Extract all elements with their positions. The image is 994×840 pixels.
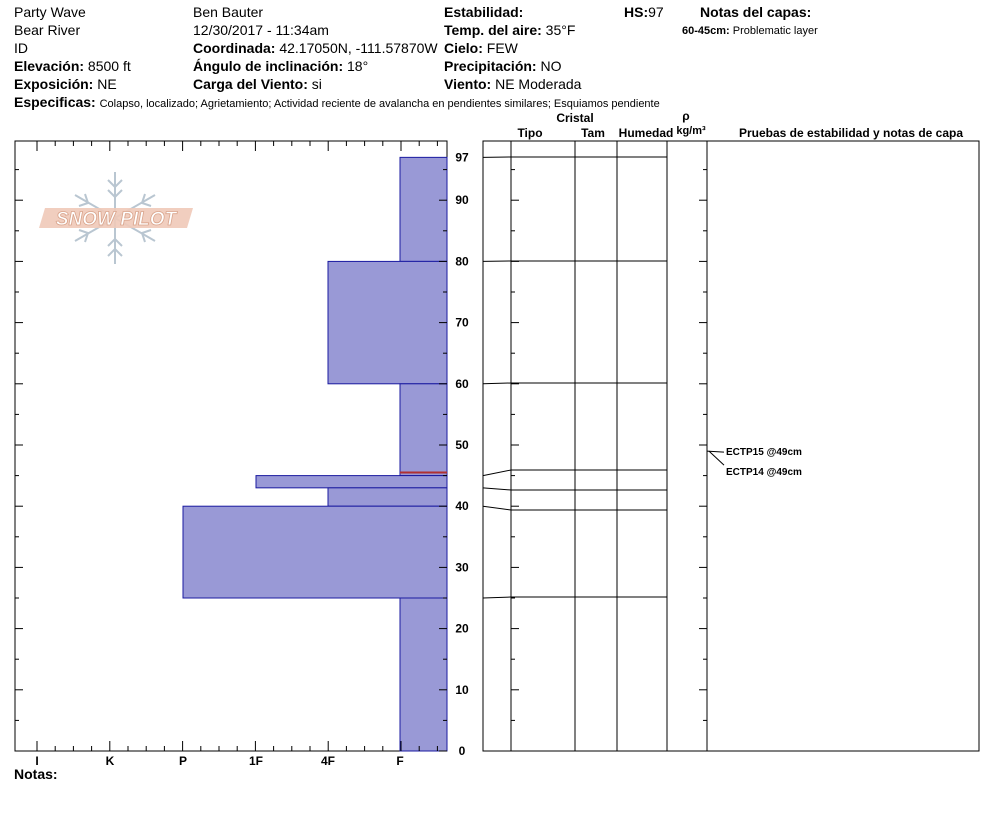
- test-label-1: ECTP15 @49cm: [726, 447, 802, 458]
- test-arrow-2: [708, 450, 725, 466]
- sky: Cielo: FEW: [444, 40, 518, 56]
- hardness-bar-0: [399, 156, 448, 262]
- header-humedad: Humedad: [619, 126, 674, 140]
- elevation: Elevación: 8500 ft: [14, 58, 131, 74]
- snow-height: HS:97: [624, 4, 664, 20]
- wind: Viento: NE Moderada: [444, 76, 582, 92]
- layer-rows: [482, 156, 667, 599]
- stability: Estabilidad:: [444, 4, 524, 20]
- hardness-bars: [182, 156, 448, 752]
- datetime: 12/30/2017 - 11:34am: [193, 22, 329, 38]
- top-ticks: [36, 141, 438, 151]
- layer-boundary: [482, 469, 667, 477]
- depth-label: 30: [455, 560, 469, 574]
- location-name: Party Wave: [14, 4, 86, 20]
- depth-axis-labels: 0 10 20 30 40 50 60 70 80 90 97: [455, 150, 469, 758]
- hardness-label: I: [35, 754, 38, 768]
- hardness-plot-frame: [14, 140, 448, 752]
- depth-label: 50: [455, 438, 469, 452]
- header-tam: Tam: [581, 126, 605, 140]
- depth-label: 20: [455, 622, 469, 636]
- header-tests: Pruebas de estabilidad y notas de capa: [739, 126, 963, 140]
- observer: Ben Bauter: [193, 4, 264, 20]
- notes-label: Notas:: [14, 766, 58, 782]
- depth-label: 60: [455, 377, 469, 391]
- header-col1: Party Wave Bear River ID Elevación: 8500…: [14, 3, 131, 93]
- layer-boundary: [482, 382, 667, 385]
- location-area: Bear River: [14, 22, 81, 38]
- hardness-bar-2: [399, 383, 448, 477]
- hardness-axis-labels: I K P 1F 4F F: [35, 754, 403, 768]
- header-col2: Ben Bauter 12/30/2017 - 11:34am Coordina…: [193, 3, 438, 93]
- logo-text: SNOW PILOT: [56, 209, 178, 230]
- slope-angle: Ángulo de inclinación: 18°: [193, 58, 369, 74]
- logo-banner: [39, 208, 193, 228]
- layer-boundary: [482, 596, 667, 599]
- bottom-ticks: [36, 741, 438, 751]
- precipitation: Precipitación: NO: [444, 58, 562, 74]
- depth-label: 97: [455, 150, 469, 164]
- depth-label: 80: [455, 254, 469, 268]
- layer-boundary: [482, 487, 667, 491]
- hardness-label: 1F: [249, 754, 263, 768]
- header-col3: Estabilidad: Temp. del aire: 35°F Cielo:…: [444, 3, 581, 93]
- header-tipo: Tipo: [517, 126, 542, 140]
- test-label-2: ECTP14 @49cm: [726, 467, 802, 478]
- hardness-label: 4F: [321, 754, 335, 768]
- specifics: Especificas: Colapso, localizado; Agriet…: [14, 94, 660, 110]
- layer-note: 60-45cm: Problematic layer: [682, 25, 818, 37]
- hardness-bar-5: [182, 505, 448, 599]
- hardness-bar-3: [255, 475, 448, 489]
- depth-label: 40: [455, 499, 469, 513]
- location-state: ID: [14, 40, 28, 56]
- hardness-label: P: [179, 754, 187, 768]
- layer-notes-title: Notas del capas:: [700, 4, 812, 20]
- hardness-label: F: [396, 754, 403, 768]
- layer-table-frame: [482, 140, 980, 752]
- wind-loading: Carga del Viento: si: [193, 76, 322, 92]
- header-cristal: Cristal: [556, 111, 593, 125]
- hardness-bar-1: [327, 260, 448, 385]
- header-rho: ρ: [682, 109, 689, 123]
- depth-label: 70: [455, 316, 469, 330]
- depth-label: 0: [459, 744, 466, 758]
- header-density-unit: kg/m³: [676, 125, 706, 137]
- hardness-bar-4: [327, 487, 448, 507]
- layer-boundary: [482, 505, 667, 511]
- depth-label: 90: [455, 193, 469, 207]
- hardness-label: K: [106, 754, 115, 768]
- air-temp: Temp. del aire: 35°F: [444, 22, 576, 38]
- table-depth-ticks: [511, 169, 707, 752]
- hardness-bar-6: [399, 597, 448, 752]
- left-ticks: [15, 169, 447, 752]
- exposure: Exposición: NE: [14, 76, 117, 92]
- coordinates: Coordinada: 42.17050N, -111.57870W: [193, 40, 438, 56]
- stability-test-marks: ECTP15 @49cm ECTP14 @49cm: [706, 447, 802, 478]
- depth-label: 10: [455, 683, 469, 697]
- snowpilot-logo: SNOW PILOT: [39, 172, 193, 264]
